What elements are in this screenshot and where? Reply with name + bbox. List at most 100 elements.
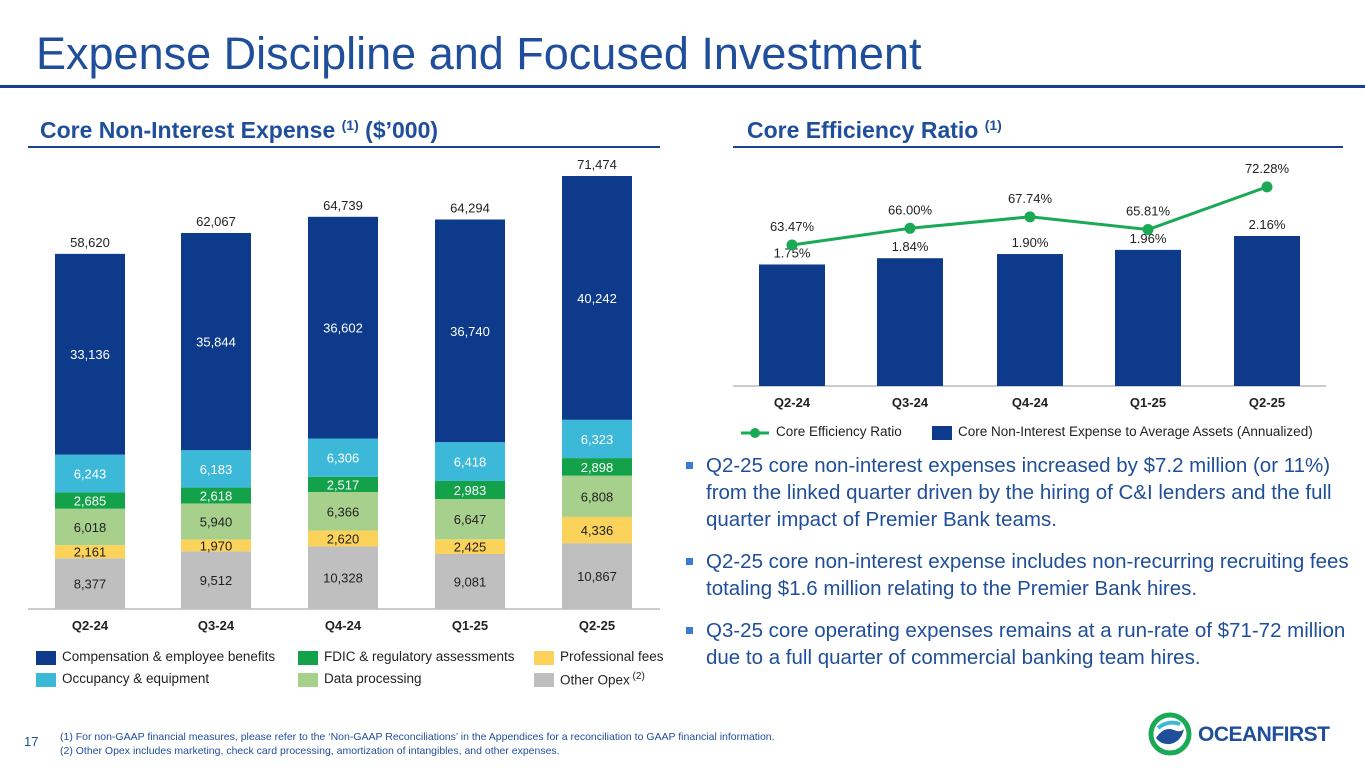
segment-value-label: 4,336 [581,523,614,538]
segment-value-label: 2,517 [327,477,360,492]
legend-label: Professional fees [560,649,664,664]
stacked-chart-title-divider [28,146,660,148]
segment-value-label: 2,620 [327,531,360,546]
segment-value-label: 5,940 [200,514,233,529]
bar-segment-data [435,499,505,540]
legend-swatch [36,673,56,687]
efficiency-ratio-point [1142,224,1154,236]
x-tick-label: Q2-24 [72,618,109,633]
bullet-marker [686,462,693,469]
bar-segment-prof [181,539,251,552]
efficiency-ratio-value-label: 63.47% [770,219,815,234]
efficiency-ratio-value-label: 67.74% [1008,191,1053,206]
bar-segment-occupancy [435,442,505,481]
bar-segment-fdic [308,476,378,492]
efficiency-ratio-value-label: 65.81% [1126,204,1171,219]
segment-value-label: 33,136 [70,347,110,362]
bar-segment-occupancy [308,438,378,477]
bullet-marker [686,627,693,634]
bar-segment-fdic [181,487,251,504]
bullet-item: Q2-25 core non-interest expense includes… [686,548,1356,602]
efficiency-ratio-point [1024,211,1036,223]
x-tick-label: Q2-25 [1249,395,1285,410]
page-title: Expense Discipline and Focused Investmen… [36,28,922,79]
bar-segment-fdic [435,480,505,500]
bar-segment-occupancy [55,454,125,493]
efficiency-ratio-point [786,239,798,251]
segment-value-label: 6,418 [454,455,487,470]
bar-segment-comp [55,253,125,455]
legend-label: Other Opex (2) [560,671,645,688]
efficiency-ratio-point [904,222,916,234]
bar-segment-other [308,546,378,609]
segment-value-label: 6,306 [327,451,360,466]
segment-value-label: 9,512 [200,573,233,588]
total-value-label: 62,067 [196,214,236,229]
segment-value-label: 8,377 [74,577,107,592]
legend-label: Data processing [324,671,422,686]
bar-segment-data [308,491,378,531]
legend-swatch [534,651,554,665]
segment-value-label: 6,647 [454,512,487,527]
efficiency-ratio-value-label: 66.00% [888,202,933,217]
total-value-label: 58,620 [70,235,110,250]
segment-value-label: 36,602 [323,321,363,336]
efficiency-chart-title-note: (1) [984,117,1002,133]
oceanfirst-logo: OCEANFIRST [1148,712,1344,756]
total-value-label: 64,294 [450,200,490,215]
segment-value-label: 1,970 [200,538,233,553]
efficiency-chart-title-text: Core Efficiency Ratio [747,117,979,143]
bar-segment-other [562,543,632,609]
bar-segment-comp [308,216,378,439]
bar-segment-other [55,558,125,609]
bar-segment-occupancy [181,450,251,488]
total-value-label: 64,739 [323,198,363,213]
ratio-bar [1115,249,1181,386]
bar-segment-comp [181,232,251,451]
bar-segment-data [562,475,632,517]
segment-value-label: 10,328 [323,571,363,586]
legend-bar-swatch [932,426,952,440]
logo-text: OCEANFIRST [1198,723,1330,746]
x-tick-label: Q4-24 [325,618,362,633]
stacked-chart-title-text: Core Non-Interest Expense [40,117,336,143]
logo-mark-icon [1148,712,1192,756]
x-tick-label: Q3-24 [892,395,929,410]
ratio-bar-value-label: 2.16% [1249,217,1286,232]
page-number: 17 [24,734,39,749]
bar-segment-fdic [562,458,632,476]
ratio-bar-value-label: 1.96% [1130,231,1167,246]
segment-value-label: 6,808 [581,489,614,504]
legend-line-label: Core Efficiency Ratio [776,424,902,439]
legend-label: Compensation & employee benefits [62,649,276,664]
segment-value-label: 6,243 [74,467,107,482]
bar-segment-prof [55,545,125,559]
ratio-bar-value-label: 1.75% [774,245,811,260]
bullet-item: Q3-25 core operating expenses remains at… [686,617,1356,671]
bar-segment-fdic [55,492,125,509]
footnote-1: (1) For non-GAAP financial measures, ple… [60,731,775,743]
ratio-bar-value-label: 1.84% [892,239,929,254]
segment-value-label: 6,018 [74,520,107,535]
bullet-text: Q3-25 core operating expenses remains at… [706,619,1346,669]
bullet-item: Q2-25 core non-interest expenses increas… [686,452,1356,533]
legend-swatch [36,651,56,665]
efficiency-ratio-value-label: 72.28% [1245,161,1290,176]
ratio-bar [877,258,943,386]
bar-segment-occupancy [562,419,632,459]
bar-segment-data [55,508,125,546]
segment-value-label: 6,366 [327,504,360,519]
efficiency-chart-title-divider [733,146,1343,148]
ratio-bar [1234,236,1300,386]
bar-segment-prof [435,539,505,554]
x-tick-label: Q2-25 [579,618,615,633]
legend-note: (2) [629,671,645,682]
segment-value-label: 2,425 [454,540,487,555]
stacked-chart-title-suffix: ($’000) [365,117,439,143]
x-tick-label: Q1-25 [452,618,488,633]
segment-value-label: 36,740 [450,324,490,339]
ratio-bar-value-label: 1.90% [1012,235,1049,250]
title-divider [0,85,1365,88]
bullet-text: Q2-25 core non-interest expenses increas… [706,454,1332,531]
